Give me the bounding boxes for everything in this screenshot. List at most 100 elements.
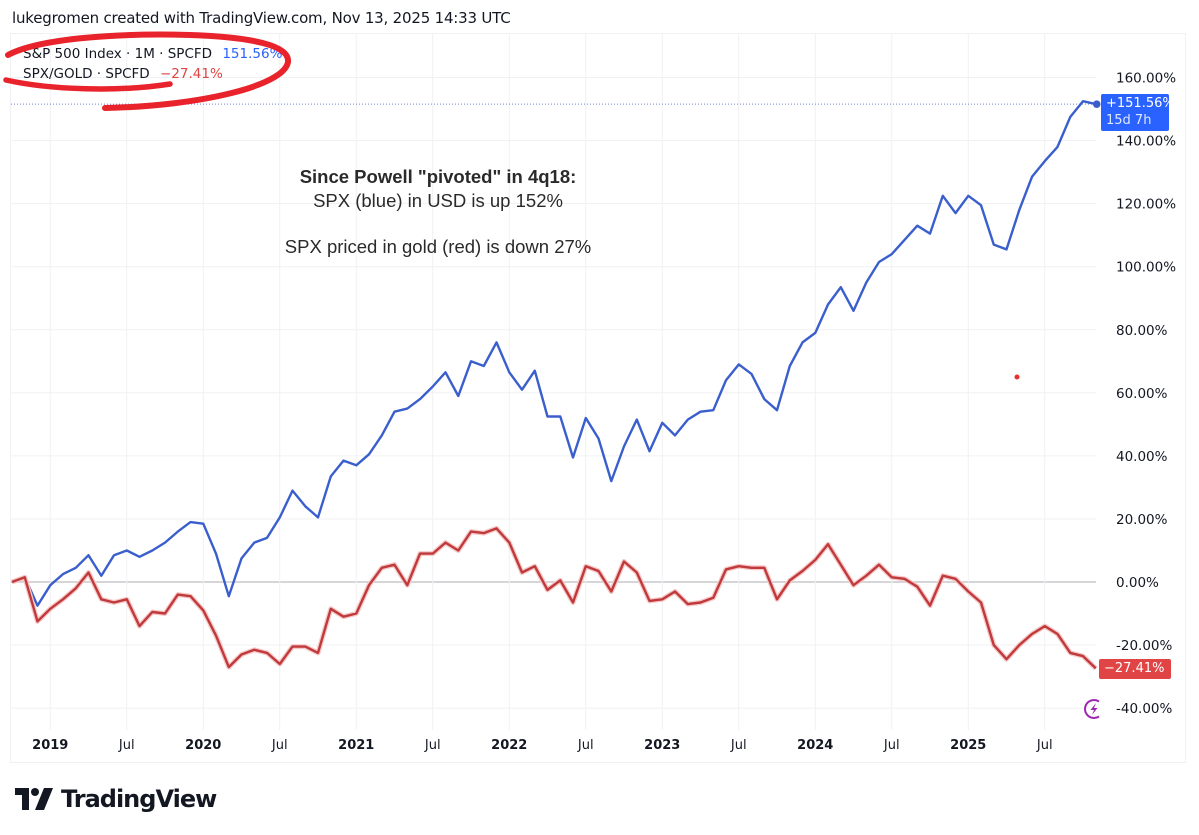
data-point xyxy=(852,309,856,313)
data-point xyxy=(125,597,129,601)
data-point xyxy=(941,574,945,578)
data-point xyxy=(915,224,919,228)
data-point xyxy=(495,526,499,530)
data-point xyxy=(495,340,499,344)
data-point xyxy=(877,563,881,567)
data-point xyxy=(622,444,626,448)
data-point xyxy=(112,600,116,604)
x-tick-label: Jul xyxy=(577,738,594,753)
legend-label-spx-gold: SPX/GOLD · SPCFD xyxy=(23,66,150,82)
data-point xyxy=(954,211,958,215)
data-point xyxy=(750,372,754,376)
data-point xyxy=(393,563,397,567)
data-point xyxy=(635,571,639,575)
x-tick-label: Jul xyxy=(118,738,135,753)
legend-item-spx[interactable]: S&P 500 Index · 1M · SPCFD 151.56% xyxy=(23,44,282,64)
data-point xyxy=(214,552,218,556)
data-point xyxy=(801,340,805,344)
legend-value-spx: 151.56% xyxy=(222,46,283,62)
data-point xyxy=(393,410,397,414)
data-point xyxy=(648,599,652,603)
data-point xyxy=(979,600,983,604)
x-tick-label: 2020 xyxy=(185,738,221,753)
data-point xyxy=(291,489,295,493)
data-point xyxy=(979,203,983,207)
data-point xyxy=(826,303,830,307)
data-point xyxy=(125,548,129,552)
y-tick-label: 80.00% xyxy=(1116,323,1168,339)
data-point xyxy=(1056,145,1060,149)
data-point xyxy=(36,604,40,608)
data-point xyxy=(954,577,958,581)
data-point xyxy=(673,433,677,437)
x-tick-label: 2022 xyxy=(491,738,527,753)
data-point xyxy=(405,407,409,411)
data-point xyxy=(864,280,868,284)
data-point xyxy=(189,594,193,598)
x-tick-label: Jul xyxy=(883,738,900,753)
data-point xyxy=(456,394,460,398)
data-point xyxy=(1030,632,1034,636)
data-point xyxy=(648,449,652,453)
x-tick-label: 2024 xyxy=(797,738,833,753)
y-tick-label: -40.00% xyxy=(1116,701,1173,717)
data-point xyxy=(915,585,919,589)
x-tick-label: 2019 xyxy=(32,738,68,753)
annotation-line-1: SPX (blue) in USD is up 152% xyxy=(313,190,563,211)
annotation-line-2: SPX priced in gold (red) is down 27% xyxy=(284,236,592,257)
data-point xyxy=(227,594,231,598)
data-point xyxy=(775,408,779,412)
data-point xyxy=(87,571,91,575)
data-point xyxy=(482,531,486,535)
lightning-bolt-icon[interactable] xyxy=(1082,697,1106,721)
y-tick-label: 140.00% xyxy=(1116,134,1176,150)
data-point xyxy=(571,600,575,604)
data-point xyxy=(265,651,269,655)
data-point xyxy=(99,597,103,601)
data-point xyxy=(966,589,970,593)
data-point xyxy=(520,388,524,392)
grid-lines xyxy=(11,34,1096,730)
series-line-spx-gold xyxy=(11,527,1097,670)
data-point xyxy=(852,583,856,587)
tradingview-logo[interactable]: TradingView xyxy=(15,784,217,814)
data-point xyxy=(342,459,346,463)
data-point xyxy=(992,643,996,647)
data-point xyxy=(533,369,537,373)
data-point xyxy=(291,645,295,649)
data-point xyxy=(928,604,932,608)
data-point xyxy=(788,364,792,368)
data-point xyxy=(737,564,741,568)
data-point xyxy=(1081,99,1085,103)
data-point xyxy=(329,474,333,478)
data-point xyxy=(558,578,562,582)
data-point xyxy=(303,504,307,508)
data-point xyxy=(1043,624,1047,628)
data-point xyxy=(163,612,167,616)
data-point xyxy=(597,437,601,441)
data-point xyxy=(278,662,282,666)
x-axis-ticks: 2019 Jul 2020 Jul 2021 Jul 2022 Jul 2023 Jul 2024 J… xyxy=(32,738,1052,753)
data-point xyxy=(801,569,805,573)
data-point xyxy=(99,574,103,578)
data-point xyxy=(724,567,728,571)
data-point xyxy=(686,418,690,422)
data-point xyxy=(163,541,167,545)
data-point xyxy=(456,548,460,552)
data-point xyxy=(48,607,52,611)
data-point xyxy=(546,588,550,592)
data-point xyxy=(240,653,244,657)
data-point xyxy=(724,378,728,382)
data-point xyxy=(813,331,817,335)
data-point xyxy=(278,515,282,519)
legend-item-spx-gold[interactable]: SPX/GOLD · SPCFD −27.41% xyxy=(23,64,282,84)
x-tick-label: 2021 xyxy=(338,738,374,753)
data-point xyxy=(737,362,741,366)
last-price-badge-spx-gold: −27.41% xyxy=(1099,659,1171,679)
legend-value-spx-gold: −27.41% xyxy=(159,66,223,82)
data-point xyxy=(469,359,473,363)
data-point xyxy=(1017,208,1021,212)
chart-annotation: Since Powell "pivoted" in 4q18: SPX (blu… xyxy=(258,165,618,259)
data-point xyxy=(1043,159,1047,163)
